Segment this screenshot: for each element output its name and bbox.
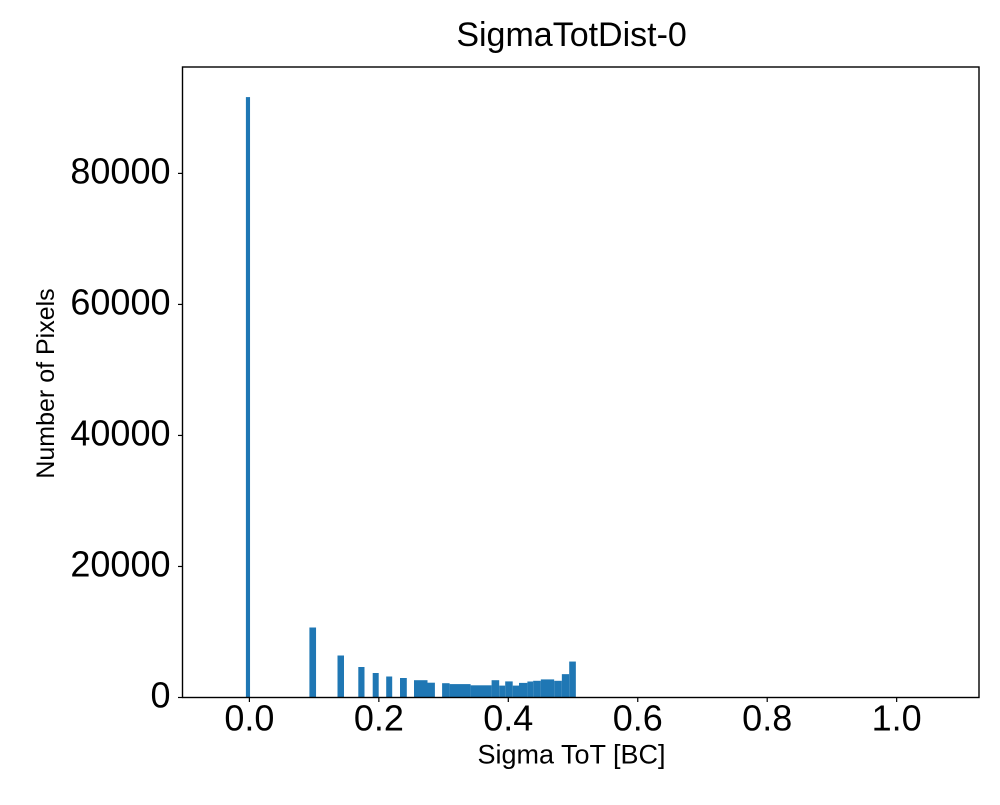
svg-text:0: 0 — [150, 675, 170, 716]
svg-text:0.8: 0.8 — [742, 698, 792, 739]
svg-text:0.2: 0.2 — [354, 698, 404, 739]
svg-text:0.6: 0.6 — [613, 698, 663, 739]
svg-text:0.4: 0.4 — [483, 698, 533, 739]
svg-text:20000: 20000 — [70, 543, 170, 584]
svg-text:1.0: 1.0 — [872, 698, 922, 739]
svg-text:Sigma ToT [BC]: Sigma ToT [BC] — [477, 740, 665, 770]
svg-text:60000: 60000 — [70, 281, 170, 322]
svg-text:Number of Pixels: Number of Pixels — [32, 288, 60, 478]
svg-text:40000: 40000 — [70, 412, 170, 453]
svg-text:80000: 80000 — [70, 150, 170, 191]
svg-text:0.0: 0.0 — [224, 698, 274, 739]
svg-text:SigmaTotDist-0: SigmaTotDist-0 — [456, 16, 687, 54]
